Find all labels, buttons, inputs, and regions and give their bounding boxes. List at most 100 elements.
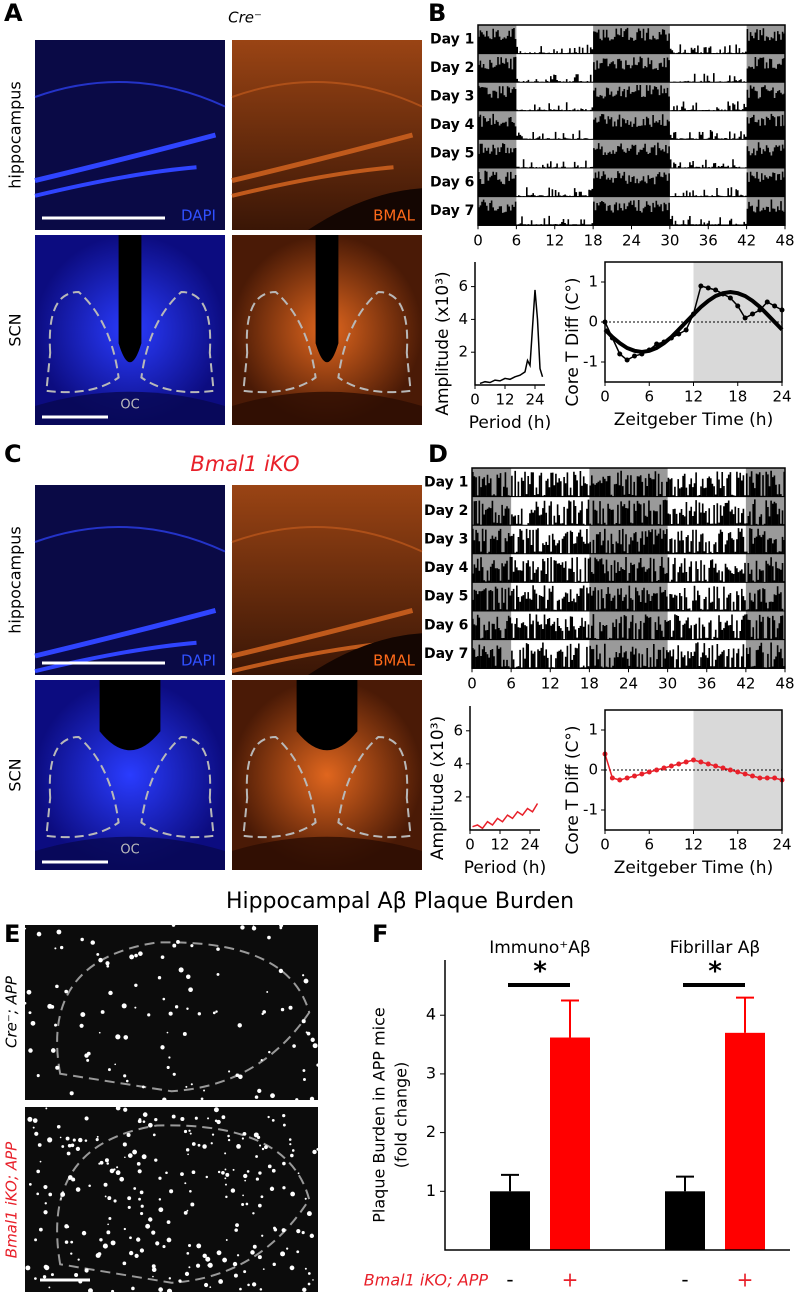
plaque — [160, 1045, 165, 1050]
data-point — [713, 287, 719, 293]
plaque — [48, 1192, 53, 1197]
plaque — [282, 1186, 286, 1190]
plaque — [279, 926, 283, 930]
x-tick-label: 12 — [541, 675, 560, 693]
data-point — [698, 759, 704, 765]
plaque — [259, 1144, 262, 1147]
plaque — [209, 1286, 212, 1288]
plaque — [50, 1273, 54, 1277]
plaque — [140, 1211, 144, 1216]
data-point — [735, 769, 741, 775]
plaque — [128, 1250, 134, 1256]
stain-label: DAPI — [181, 652, 216, 670]
plaque — [279, 923, 284, 928]
plaque — [158, 1287, 163, 1292]
plaque — [290, 1153, 294, 1158]
fit-line — [472, 803, 539, 830]
plaque — [230, 1188, 236, 1193]
plaque — [190, 944, 194, 948]
plaque — [103, 1182, 108, 1187]
genotype: Cre⁻ — [228, 9, 262, 27]
activity-trace — [478, 142, 785, 168]
plaque — [64, 1240, 69, 1244]
plaque — [264, 1145, 268, 1150]
plaque — [225, 1172, 230, 1177]
plaque — [127, 1205, 131, 1209]
x-tick-label: 24 — [619, 675, 638, 693]
plaque — [111, 1289, 115, 1293]
row-label: hippocampus — [6, 81, 25, 189]
scn-outline — [45, 290, 120, 394]
plaque — [84, 1139, 88, 1142]
plaque — [116, 1166, 119, 1169]
plaque — [235, 1223, 239, 1227]
plaque — [232, 1261, 238, 1267]
plaque — [141, 1154, 147, 1160]
tissue-layer — [231, 165, 394, 198]
plaque — [106, 1230, 111, 1235]
y-tick-label: 2 — [426, 1122, 436, 1141]
plaque — [137, 1169, 142, 1174]
plaque — [39, 1160, 42, 1163]
y-axis-label: Amplitude (x10³) — [433, 271, 453, 415]
plaque — [54, 947, 57, 950]
plaque — [107, 1068, 111, 1072]
plaque — [307, 1282, 311, 1286]
plaque — [190, 1202, 195, 1207]
plaque — [242, 1194, 244, 1197]
x-tick-label: 18 — [728, 388, 747, 406]
plaque — [216, 1250, 222, 1256]
micrograph — [25, 1105, 320, 1294]
plaque — [306, 1211, 312, 1217]
plaque — [84, 1116, 89, 1121]
plaque — [162, 997, 166, 1001]
y-tick-label: -1 — [583, 801, 598, 819]
plaque — [47, 1137, 53, 1143]
plaque — [222, 1257, 228, 1263]
x-axis-label: Zeitgeber Time (h) — [614, 410, 773, 430]
x-tick-label: 0 — [467, 675, 477, 693]
y-tick-label: 0 — [588, 761, 598, 779]
scn-outline — [242, 290, 317, 394]
group-label: Immuno⁺Aβ — [489, 938, 591, 958]
plaque — [211, 1133, 215, 1136]
plaque — [133, 1187, 137, 1190]
plaque — [70, 1252, 73, 1255]
plaque — [227, 1138, 231, 1142]
plaque — [236, 1144, 241, 1149]
plaque — [178, 967, 184, 973]
plaque — [185, 1148, 190, 1152]
plaque — [280, 1007, 285, 1012]
plaque — [183, 1210, 188, 1215]
plaque — [42, 1275, 47, 1279]
plaque — [155, 1241, 160, 1246]
landmark-label: OC — [120, 843, 139, 858]
plaque — [224, 1168, 227, 1171]
plaque — [273, 1227, 278, 1232]
plaque — [99, 1160, 104, 1165]
axes — [469, 706, 540, 831]
plaque — [132, 1149, 138, 1155]
plaque — [28, 1011, 32, 1015]
y-tick-label: 1 — [588, 721, 598, 739]
plaque — [202, 1144, 207, 1149]
plaque — [134, 983, 138, 987]
plaque — [190, 1083, 193, 1086]
plaque — [250, 1250, 255, 1255]
plaque — [121, 1003, 127, 1009]
plaque — [107, 1223, 109, 1226]
tissue-layer — [231, 132, 414, 184]
x-tick-label: 36 — [697, 675, 716, 693]
plaque — [253, 1132, 259, 1138]
x-tick-label: 24 — [525, 391, 544, 409]
panel-letter: F — [372, 920, 388, 948]
plaque — [188, 1129, 191, 1132]
plaque — [217, 1170, 221, 1174]
plaque — [126, 1133, 131, 1138]
x-tick-label: 0 — [600, 836, 610, 854]
plaque — [227, 1134, 230, 1138]
plaque — [97, 1252, 102, 1256]
plaque — [24, 927, 27, 930]
micrograph — [232, 235, 422, 425]
activity-trace — [478, 113, 785, 140]
